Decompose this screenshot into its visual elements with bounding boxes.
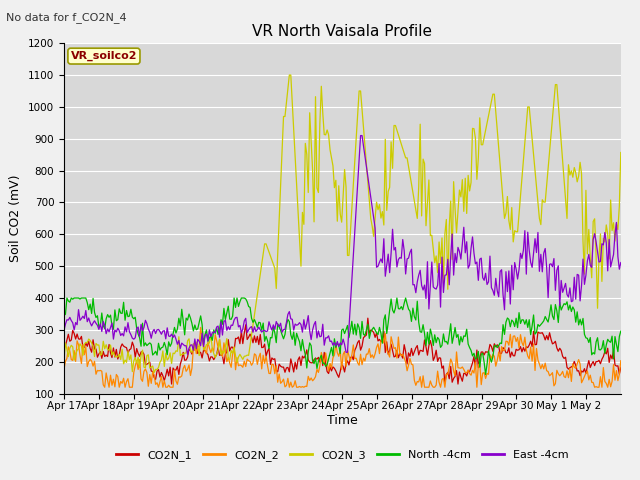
CO2N_2 xyxy=(79,342,87,348)
CO2N_2 xyxy=(616,372,623,377)
North -4cm xyxy=(458,339,466,345)
CO2N_3 xyxy=(349,182,357,188)
East -4cm xyxy=(79,313,87,319)
Text: VR_soilco2: VR_soilco2 xyxy=(70,51,137,61)
East -4cm xyxy=(617,260,625,265)
Line: East -4cm: East -4cm xyxy=(64,135,621,354)
Line: CO2N_2: CO2N_2 xyxy=(64,327,621,387)
North -4cm xyxy=(60,312,68,318)
CO2N_3 xyxy=(97,352,104,358)
CO2N_1 xyxy=(543,333,550,338)
North -4cm xyxy=(98,310,106,316)
CO2N_3 xyxy=(79,352,87,358)
CO2N_1 xyxy=(348,353,356,359)
Line: North -4cm: North -4cm xyxy=(64,298,621,374)
CO2N_3 xyxy=(543,182,550,188)
East -4cm xyxy=(184,351,191,357)
North -4cm xyxy=(543,317,550,323)
CO2N_3 xyxy=(285,72,293,78)
Title: VR North Vaisala Profile: VR North Vaisala Profile xyxy=(252,24,433,39)
East -4cm xyxy=(460,224,468,230)
CO2N_1 xyxy=(460,371,468,376)
X-axis label: Time: Time xyxy=(327,414,358,427)
CO2N_2 xyxy=(617,358,625,364)
CO2N_1 xyxy=(364,315,372,321)
East -4cm xyxy=(60,328,68,334)
North -4cm xyxy=(63,295,71,301)
CO2N_3 xyxy=(150,370,158,375)
East -4cm xyxy=(616,266,623,272)
CO2N_3 xyxy=(617,150,625,156)
CO2N_2 xyxy=(60,366,68,372)
North -4cm xyxy=(81,295,88,301)
Legend: CO2N_1, CO2N_2, CO2N_3, North -4cm, East -4cm: CO2N_1, CO2N_2, CO2N_3, North -4cm, East… xyxy=(112,445,573,465)
North -4cm xyxy=(617,328,625,334)
CO2N_1 xyxy=(60,342,68,348)
North -4cm xyxy=(348,318,356,324)
CO2N_1 xyxy=(97,349,104,355)
CO2N_2 xyxy=(460,367,468,372)
Text: No data for f_CO2N_4: No data for f_CO2N_4 xyxy=(6,12,127,23)
CO2N_3 xyxy=(616,203,623,209)
East -4cm xyxy=(543,264,550,270)
North -4cm xyxy=(482,372,490,377)
CO2N_2 xyxy=(349,342,357,348)
Line: CO2N_1: CO2N_1 xyxy=(64,318,621,384)
East -4cm xyxy=(356,132,364,138)
CO2N_1 xyxy=(617,364,625,370)
CO2N_3 xyxy=(60,357,68,362)
CO2N_1 xyxy=(616,371,623,377)
CO2N_2 xyxy=(97,368,104,373)
North -4cm xyxy=(616,334,623,339)
Y-axis label: Soil CO2 (mV): Soil CO2 (mV) xyxy=(10,175,22,262)
CO2N_2 xyxy=(101,384,109,390)
Line: CO2N_3: CO2N_3 xyxy=(64,75,621,372)
CO2N_3 xyxy=(460,208,468,214)
CO2N_1 xyxy=(79,345,87,350)
CO2N_2 xyxy=(543,368,550,373)
East -4cm xyxy=(348,277,356,283)
CO2N_1 xyxy=(168,381,175,387)
East -4cm xyxy=(97,321,104,327)
CO2N_2 xyxy=(197,324,205,330)
